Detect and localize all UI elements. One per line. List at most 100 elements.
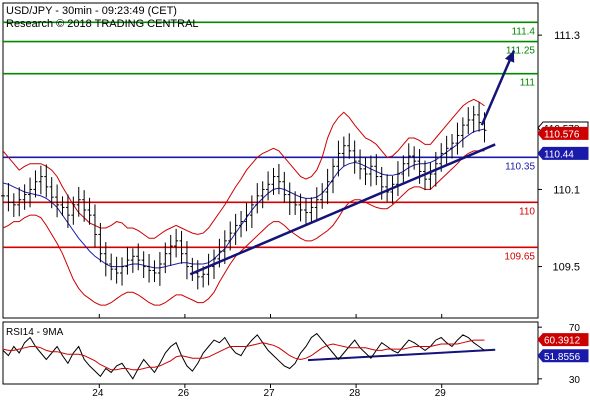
price-bar bbox=[1, 188, 5, 209]
price-bar bbox=[325, 168, 330, 205]
price-bar bbox=[331, 158, 336, 194]
pivot-flag-box bbox=[537, 146, 589, 160]
price-bar bbox=[477, 102, 482, 132]
bollinger-upper-line bbox=[2, 98, 485, 239]
prev-close-flag-text: 110.576 bbox=[544, 129, 580, 140]
x-axis-label-24: 24 bbox=[92, 388, 104, 399]
price-bar bbox=[109, 253, 114, 281]
rsi-value-flag: 51.8556 bbox=[537, 349, 589, 363]
price-bar bbox=[266, 171, 271, 201]
price-bar bbox=[103, 242, 108, 277]
level-label-111.25: 111.25 bbox=[506, 46, 536, 57]
price-bar bbox=[282, 171, 287, 203]
x-axis-label-26: 26 bbox=[178, 388, 190, 399]
price-bar bbox=[352, 140, 357, 174]
price-bar bbox=[276, 163, 281, 195]
price-bar bbox=[120, 257, 125, 286]
price-bar bbox=[417, 148, 422, 184]
price-plot: 111.4 111.25 111 110.35 110 109.65 bbox=[1, 21, 538, 306]
rsi-value-flag-text: 51.8556 bbox=[544, 352, 581, 363]
price-bar bbox=[184, 241, 189, 280]
price-bar bbox=[455, 122, 460, 155]
price-bar bbox=[336, 140, 341, 177]
level-label-111: 111 bbox=[520, 78, 536, 89]
price-bar bbox=[49, 177, 54, 209]
price-bar bbox=[249, 195, 254, 228]
price-bar bbox=[33, 170, 38, 198]
level-label-110: 110 bbox=[519, 206, 535, 217]
price-bar bbox=[255, 183, 260, 214]
price-axis-label: 110.1 bbox=[553, 184, 580, 196]
price-bar bbox=[341, 136, 346, 167]
price-bar bbox=[287, 182, 292, 216]
price-bar bbox=[406, 143, 411, 177]
price-bar bbox=[92, 204, 97, 248]
price-bar bbox=[60, 196, 65, 216]
price-bar bbox=[168, 234, 173, 266]
level-label-111.4: 111.4 bbox=[511, 26, 535, 37]
price-bar bbox=[293, 191, 298, 215]
rsi-line bbox=[2, 332, 485, 380]
projection-arrow-shaft bbox=[480, 50, 516, 126]
price-bar bbox=[309, 197, 314, 222]
price-bar bbox=[22, 184, 27, 210]
price-bar bbox=[152, 260, 157, 283]
price-bar bbox=[76, 187, 81, 217]
price-bar bbox=[17, 187, 22, 217]
price-bar bbox=[157, 252, 162, 286]
rsi-ma-value-flag: 60.3912 bbox=[537, 333, 589, 347]
price-bar bbox=[471, 105, 476, 133]
price-bar bbox=[303, 198, 308, 225]
level-label-109.65: 109.65 bbox=[504, 251, 535, 262]
pivot-flag-text: 110.44 bbox=[544, 149, 574, 160]
price-bar bbox=[163, 242, 168, 274]
chart-title: USD/JPY - 30min - 09:23:49 (CET) bbox=[6, 5, 177, 17]
price-bar bbox=[98, 222, 103, 263]
price-bar bbox=[82, 190, 87, 222]
price-bar bbox=[87, 197, 92, 225]
price-bar bbox=[450, 134, 455, 159]
price-bar bbox=[228, 221, 233, 251]
price-bar bbox=[44, 164, 49, 198]
price-bar bbox=[244, 202, 249, 232]
price-bar bbox=[401, 155, 406, 184]
price-bar bbox=[347, 133, 352, 159]
price-bar bbox=[147, 254, 152, 283]
price-bar bbox=[11, 193, 16, 217]
rsi-ma-value-flag-box bbox=[537, 333, 589, 347]
rsi-axis-label: 70 bbox=[569, 323, 581, 334]
price-bar bbox=[239, 210, 244, 238]
price-bar bbox=[444, 135, 449, 167]
price-bar bbox=[28, 177, 33, 208]
price-bar bbox=[71, 196, 76, 225]
price-bar bbox=[55, 184, 60, 218]
price-bar bbox=[363, 157, 368, 186]
rsi-axis-label: 30 bbox=[569, 375, 581, 386]
price-bar bbox=[395, 161, 400, 197]
price-bar bbox=[358, 149, 363, 180]
price-bar bbox=[233, 213, 238, 245]
price-bar bbox=[298, 193, 303, 222]
price-bar bbox=[260, 181, 265, 209]
x-axis-label-28: 28 bbox=[349, 388, 361, 399]
x-axis-label-29: 29 bbox=[435, 388, 447, 399]
price-bar bbox=[374, 154, 379, 186]
price-bar bbox=[368, 155, 373, 187]
price-bar bbox=[6, 183, 11, 212]
level-label-110.35: 110.35 bbox=[505, 161, 535, 172]
uptrend-line bbox=[189, 143, 496, 276]
price-bar bbox=[379, 166, 384, 200]
price-bar bbox=[179, 230, 184, 264]
price-axis-label: 109.5 bbox=[552, 262, 580, 274]
prev-close-flag: 110.576 bbox=[537, 126, 589, 140]
axes: 111.3110.1109.57030110.578110.576110.446… bbox=[92, 30, 589, 399]
price-bar bbox=[125, 247, 130, 275]
price-bar bbox=[320, 183, 325, 209]
price-axis-label: 111.3 bbox=[554, 30, 580, 42]
price-panel-frame bbox=[2, 2, 539, 319]
price-bar bbox=[390, 175, 395, 204]
rsi-ma-line bbox=[2, 339, 485, 371]
x-axis-label-27: 27 bbox=[264, 388, 276, 399]
price-bar bbox=[141, 251, 146, 279]
bollinger-lower-line bbox=[2, 150, 485, 306]
